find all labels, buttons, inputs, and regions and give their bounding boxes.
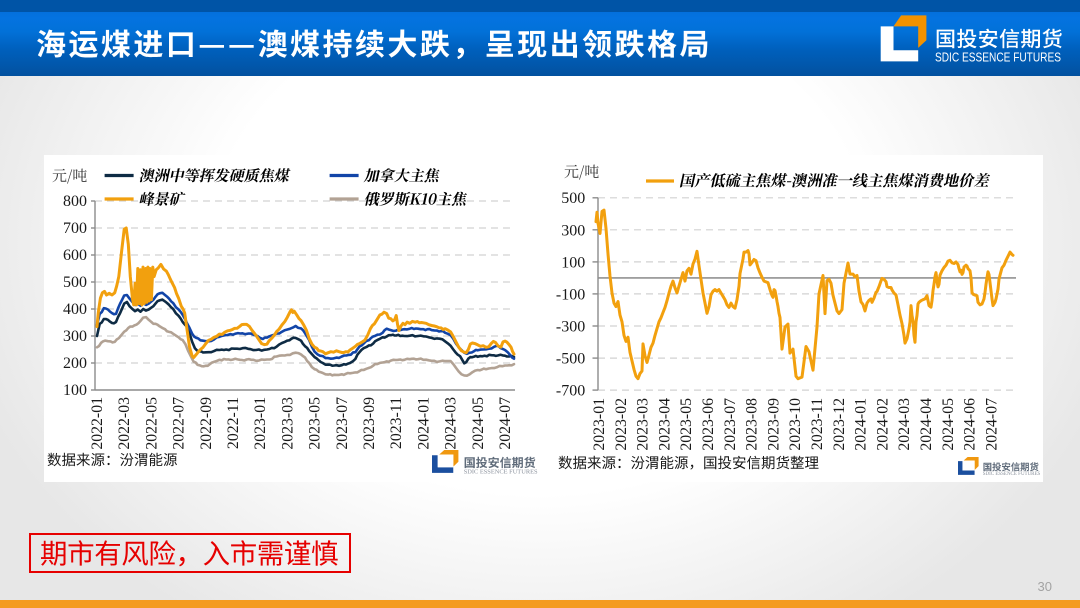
svg-text:2024-05: 2024-05 [940, 398, 957, 451]
svg-text:2022-11: 2022-11 [225, 397, 242, 449]
svg-text:2023-11: 2023-11 [809, 398, 826, 450]
svg-text:SDIC ESSENCE FUTURES: SDIC ESSENCE FUTURES [464, 468, 538, 475]
svg-text:2024-03: 2024-03 [443, 397, 460, 450]
svg-text:2022-09: 2022-09 [198, 397, 215, 450]
svg-text:600: 600 [63, 247, 87, 264]
svg-text:2023-02: 2023-02 [613, 398, 630, 451]
svg-text:2024-02: 2024-02 [874, 398, 891, 451]
svg-text:2023-07: 2023-07 [722, 398, 739, 451]
svg-text:2023-01: 2023-01 [591, 398, 608, 451]
svg-text:2024-03: 2024-03 [896, 398, 913, 451]
svg-text:100: 100 [63, 382, 87, 399]
svg-text:2023-11: 2023-11 [388, 397, 405, 449]
svg-text:300: 300 [561, 222, 585, 239]
svg-text:2024-01: 2024-01 [853, 398, 870, 451]
svg-text:200: 200 [63, 355, 87, 372]
svg-text:2023-12: 2023-12 [831, 398, 848, 451]
svg-text:2023-08: 2023-08 [744, 398, 761, 451]
svg-text:2022-03: 2022-03 [116, 397, 133, 450]
svg-text:2024-06: 2024-06 [962, 398, 979, 451]
svg-text:2023-07: 2023-07 [334, 397, 351, 450]
svg-text:2023-09: 2023-09 [361, 397, 378, 450]
svg-text:2023-09: 2023-09 [765, 398, 782, 451]
svg-text:-300: -300 [556, 319, 585, 336]
svg-text:2024-07: 2024-07 [983, 398, 1000, 451]
svg-text:700: 700 [63, 220, 87, 237]
svg-text:-500: -500 [556, 351, 585, 368]
svg-text:2024-04: 2024-04 [918, 398, 935, 451]
svg-text:2023-05: 2023-05 [307, 397, 324, 450]
svg-text:2024-05: 2024-05 [470, 397, 487, 450]
svg-text:2023-04: 2023-04 [656, 398, 673, 451]
svg-text:SDIC ESSENCE FUTURES: SDIC ESSENCE FUTURES [983, 472, 1041, 477]
svg-text:100: 100 [561, 254, 585, 271]
svg-text:2023-05: 2023-05 [678, 398, 695, 451]
svg-text:500: 500 [561, 190, 585, 207]
svg-text:2022-07: 2022-07 [171, 397, 188, 450]
svg-text:2023-06: 2023-06 [700, 398, 717, 451]
svg-text:SDIC ESSENCE FUTURES: SDIC ESSENCE FUTURES [935, 49, 1061, 64]
svg-text:2024-07: 2024-07 [497, 397, 514, 450]
svg-text:2023-10: 2023-10 [787, 398, 804, 451]
svg-text:-100: -100 [556, 286, 585, 303]
svg-text:300: 300 [63, 328, 87, 345]
svg-text:800: 800 [63, 193, 87, 210]
svg-text:-700: -700 [556, 383, 585, 400]
svg-text:2023-03: 2023-03 [635, 398, 652, 451]
svg-text:2023-01: 2023-01 [252, 397, 269, 450]
svg-text:400: 400 [63, 301, 87, 318]
svg-text:2022-05: 2022-05 [143, 397, 160, 450]
svg-text:2024-01: 2024-01 [415, 397, 432, 450]
svg-text:2023-03: 2023-03 [279, 397, 296, 450]
svg-text:2022-01: 2022-01 [89, 397, 106, 450]
svg-text:500: 500 [63, 274, 87, 291]
